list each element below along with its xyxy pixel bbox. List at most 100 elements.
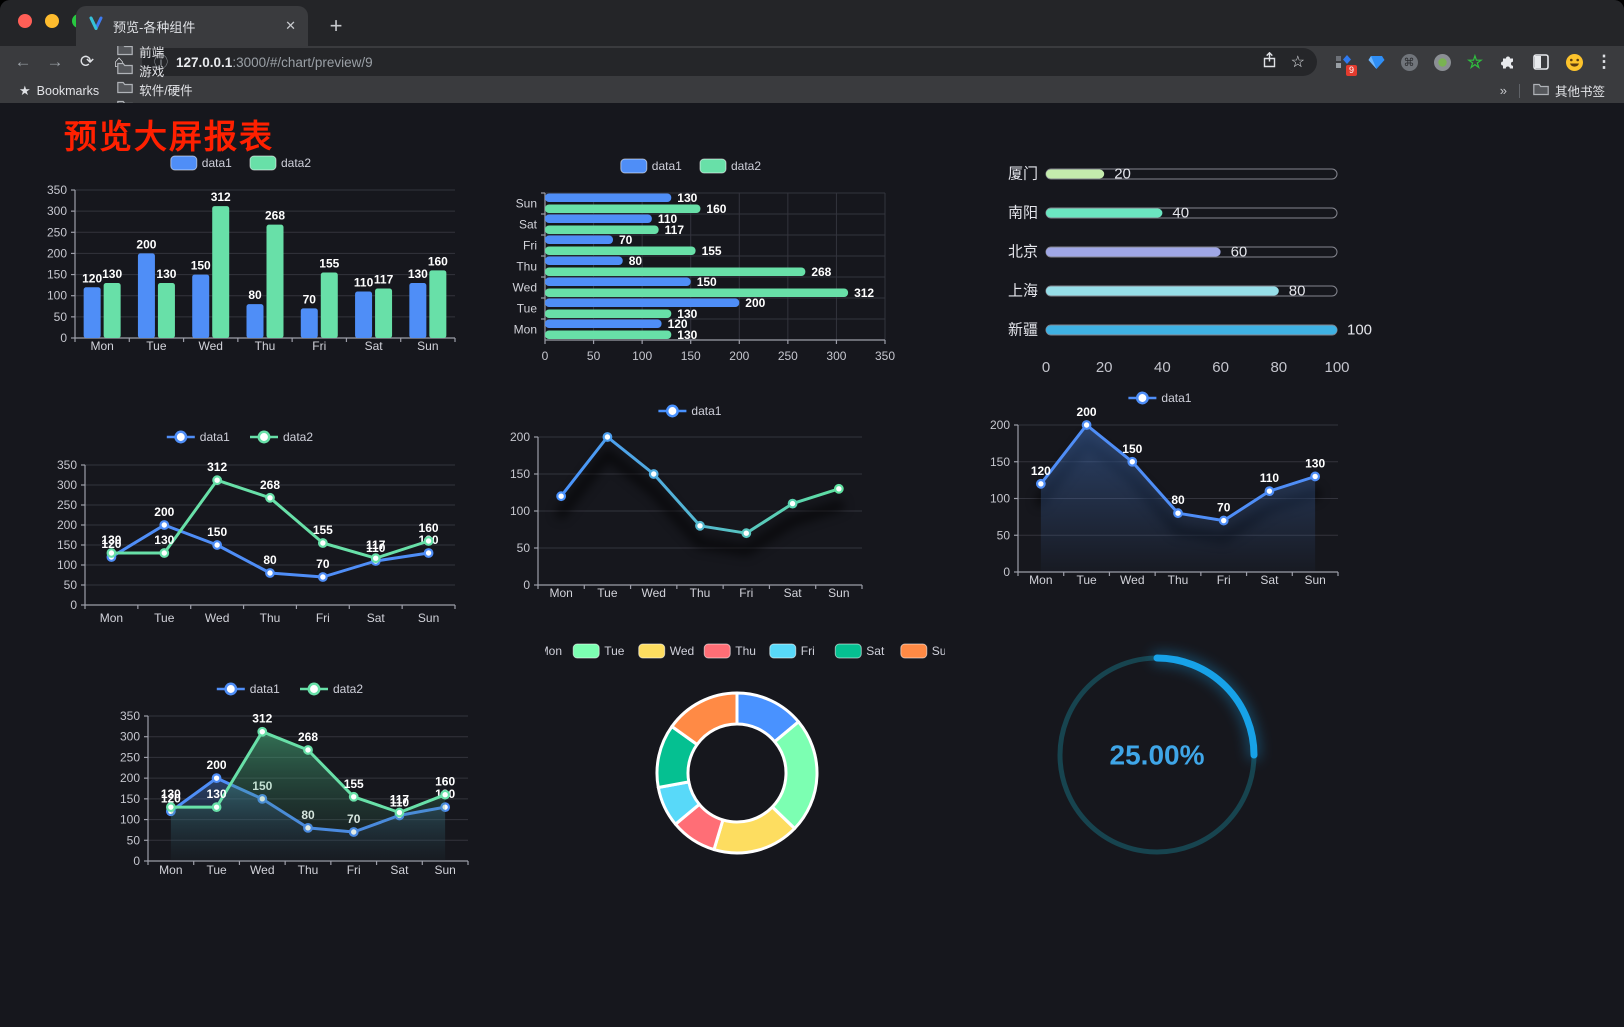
- svg-text:350: 350: [120, 709, 140, 723]
- svg-text:0: 0: [60, 331, 67, 345]
- svg-text:70: 70: [619, 233, 633, 247]
- svg-text:Sat: Sat: [866, 644, 885, 658]
- home-button[interactable]: ⌂: [113, 52, 125, 71]
- svg-text:Fri: Fri: [316, 611, 330, 625]
- svg-text:100: 100: [120, 813, 140, 827]
- svg-text:南阳: 南阳: [1008, 205, 1038, 222]
- svg-text:150: 150: [191, 259, 211, 273]
- forward-button[interactable]: →: [46, 52, 64, 71]
- svg-text:350: 350: [875, 349, 895, 363]
- share-icon[interactable]: [1262, 51, 1277, 73]
- svg-text:40: 40: [1172, 205, 1189, 222]
- svg-text:60: 60: [1212, 359, 1229, 376]
- url-text[interactable]: 127.0.0.1:3000/#/chart/preview/9: [176, 55, 1254, 70]
- svg-text:80: 80: [1171, 493, 1185, 507]
- svg-text:新疆: 新疆: [1008, 322, 1038, 339]
- svg-text:Sun: Sun: [828, 586, 849, 600]
- svg-text:Fri: Fri: [739, 586, 753, 600]
- svg-text:130: 130: [1305, 456, 1325, 470]
- bookmarks-right: » 其他书签: [1492, 81, 1614, 100]
- tag-manager-extension-icon[interactable]: 9: [1331, 50, 1357, 76]
- svg-text:120: 120: [668, 317, 688, 331]
- address-bar[interactable]: ⓘ 127.0.0.1:3000/#/chart/preview/9 ☆: [142, 48, 1317, 76]
- minimize-window-button[interactable]: [45, 14, 59, 28]
- close-window-button[interactable]: [18, 14, 32, 28]
- svg-text:data2: data2: [281, 156, 311, 170]
- svg-text:0: 0: [133, 854, 140, 868]
- svg-text:40: 40: [1154, 359, 1171, 376]
- svg-text:Sat: Sat: [365, 339, 384, 353]
- svg-text:50: 50: [127, 833, 141, 847]
- svg-text:110: 110: [1260, 471, 1280, 485]
- svg-text:160: 160: [706, 202, 726, 216]
- svg-text:150: 150: [697, 275, 717, 289]
- tab-close-icon[interactable]: ✕: [285, 18, 296, 33]
- back-button[interactable]: ←: [14, 52, 32, 71]
- svg-text:data1: data1: [691, 404, 721, 418]
- svg-text:268: 268: [260, 478, 280, 492]
- site-info-icon[interactable]: ⓘ: [154, 54, 168, 70]
- svg-text:data1: data1: [202, 156, 232, 170]
- puzzle-extensions-icon[interactable]: [1496, 50, 1520, 74]
- svg-text:100: 100: [510, 504, 530, 518]
- svg-text:117: 117: [366, 538, 386, 552]
- bookmarks-root-label: Bookmarks: [36, 83, 100, 98]
- reload-button[interactable]: ⟳: [79, 52, 95, 71]
- chart-gradient-line: data1 0 50 100 150 200 Mon Tue Wed Thu Fri Sat Sun: [490, 396, 910, 691]
- svg-text:300: 300: [47, 204, 67, 218]
- recorder-extension-icon[interactable]: [1430, 50, 1454, 74]
- svg-text:0: 0: [1003, 565, 1010, 579]
- svg-text:20: 20: [1096, 359, 1113, 376]
- svg-text:250: 250: [778, 349, 798, 363]
- gem-extension-icon[interactable]: [1364, 50, 1388, 74]
- emoji-extension-icon[interactable]: [1562, 50, 1586, 74]
- svg-text:data2: data2: [333, 682, 363, 696]
- new-tab-button[interactable]: +: [329, 13, 343, 38]
- svg-text:100: 100: [632, 349, 652, 363]
- svg-text:上海: 上海: [1008, 283, 1038, 300]
- svg-text:Mon: Mon: [100, 611, 123, 625]
- svg-text:200: 200: [120, 771, 140, 785]
- bookmarks-overflow-chevron[interactable]: »: [1499, 83, 1507, 98]
- bookmarks-divider: [1518, 83, 1520, 98]
- bookmarks-root[interactable]: ★ Bookmarks: [10, 83, 108, 99]
- bookmark-star-icon[interactable]: ☆: [1290, 54, 1305, 71]
- svg-text:Sun: Sun: [1304, 573, 1325, 587]
- svg-text:130: 130: [156, 267, 176, 281]
- bookmark-item[interactable]: 前端: [108, 42, 258, 61]
- svg-text:312: 312: [211, 190, 231, 204]
- other-bookmarks[interactable]: 其他书签: [1524, 81, 1614, 100]
- svg-text:120: 120: [1031, 464, 1051, 478]
- svg-text:120: 120: [161, 791, 181, 805]
- bookmark-item[interactable]: 游戏: [108, 61, 258, 80]
- svg-text:Thu: Thu: [255, 339, 276, 353]
- extension-badge: 9: [1345, 65, 1357, 76]
- svg-text:Sun: Sun: [434, 863, 455, 877]
- svg-text:Tue: Tue: [517, 302, 538, 316]
- svg-text:268: 268: [265, 209, 285, 223]
- dark-mode-extension-icon[interactable]: [1529, 50, 1553, 74]
- tab-favicon: [88, 16, 104, 36]
- chart-grouped-bar: data1 data2 0 50 100 150 200 250 300 350 Mon Tue Wed…: [30, 143, 470, 428]
- command-extension-icon[interactable]: ⌘: [1397, 50, 1421, 74]
- svg-text:Mon: Mon: [514, 323, 537, 337]
- svg-text:Mon: Mon: [1029, 573, 1052, 587]
- bookmark-item[interactable]: 软件/硬件: [108, 80, 258, 99]
- green-star-extension-icon[interactable]: ☆: [1466, 51, 1484, 72]
- svg-text:Mon: Mon: [545, 644, 562, 658]
- svg-text:Wed: Wed: [670, 644, 694, 658]
- svg-text:Tue: Tue: [604, 644, 625, 658]
- svg-text:Wed: Wed: [1120, 573, 1144, 587]
- extensions-area: 9 ⌘ ☆: [1327, 50, 1590, 76]
- svg-text:110: 110: [366, 541, 386, 555]
- chart-donut: Mon Tue Wed Thu Fri Sat Sun: [507, 631, 953, 998]
- svg-text:155: 155: [319, 256, 339, 270]
- svg-text:Mon: Mon: [549, 586, 572, 600]
- svg-text:110: 110: [390, 795, 410, 809]
- svg-text:Wed: Wed: [205, 611, 229, 625]
- svg-text:100: 100: [57, 558, 77, 572]
- svg-text:160: 160: [428, 254, 448, 268]
- browser-tab[interactable]: 预览-各种组件 ✕: [76, 6, 308, 46]
- browser-menu-icon[interactable]: ⋮: [1595, 52, 1613, 71]
